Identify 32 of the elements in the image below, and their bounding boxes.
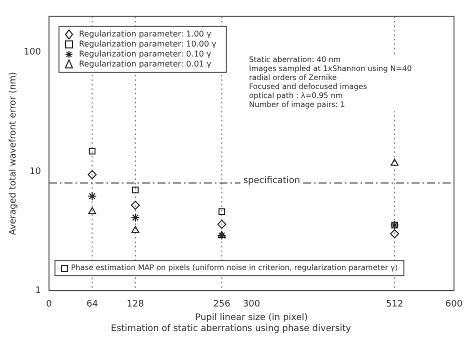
point [390, 158, 399, 166]
point [217, 231, 226, 240]
point [218, 231, 226, 238]
y-axis-title: Averaged total wavefront error (nm) [8, 72, 19, 236]
legend-label: Regularization parameter: 1.00 γ [78, 29, 212, 38]
x-tick-label: 300 [242, 299, 260, 310]
point [218, 208, 226, 215]
ref-line-label: specification [243, 176, 300, 186]
point [390, 229, 400, 238]
text: Estimation of static aberrations using phase diversity [110, 324, 352, 334]
point [130, 213, 140, 222]
point [131, 226, 140, 233]
x-tick-label: 128 [126, 299, 144, 310]
legend-label: Regularization parameter: 10.00 γ [78, 39, 217, 48]
x-tick-label: 0 [46, 299, 52, 310]
point [88, 170, 97, 180]
point [130, 200, 140, 210]
y-tick-label: 10 [30, 166, 42, 177]
point [88, 192, 97, 201]
legend-label: Regularization parameter: 0.01 γ [78, 59, 212, 68]
x-tick-label: 64 [86, 299, 98, 310]
point [217, 220, 226, 229]
point [88, 207, 96, 214]
y-tick-label: 100 [24, 48, 42, 58]
x-axis-title: Pupil linear size (in pixel) [195, 313, 308, 324]
x-tick-label: 600 [445, 299, 463, 310]
y-tick-label: 1 [35, 286, 41, 296]
point [132, 186, 139, 194]
point [88, 148, 96, 154]
legend-label: Regularization parameter: 0.10 γ [78, 49, 212, 58]
x-tick-label: 512 [386, 299, 404, 310]
x-tick-label: 256 [213, 299, 231, 310]
